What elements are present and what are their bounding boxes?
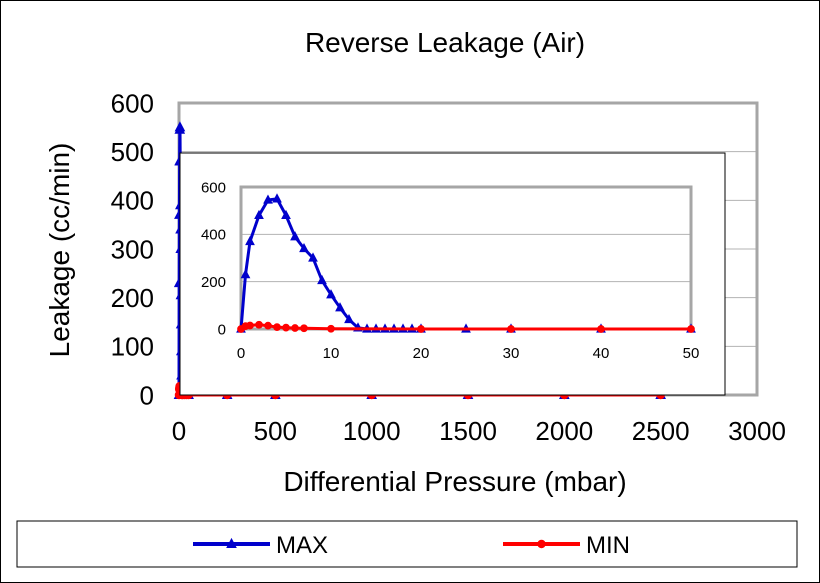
legend-marker — [537, 539, 546, 549]
data-point-max — [263, 194, 273, 204]
data-point-min — [327, 324, 335, 333]
data-point-max — [344, 313, 354, 324]
x-tick-label: 10 — [323, 345, 340, 362]
data-point-max — [174, 121, 186, 132]
inset-plot-area: 0 200 400 600 0 10 20 30 40 50 — [201, 179, 699, 362]
y-tick-label: 300 — [111, 234, 154, 264]
data-point-max — [245, 235, 255, 246]
data-point-min — [300, 324, 308, 333]
data-point-max — [317, 274, 327, 285]
x-tick-label: 30 — [503, 345, 520, 362]
y-tick-label: 100 — [111, 332, 154, 362]
legend-item-max: MAX — [193, 532, 328, 559]
x-axis-label: Differential Pressure (mbar) — [283, 466, 626, 497]
data-point-min — [291, 324, 299, 332]
legend: MAX MIN — [193, 532, 630, 559]
inset-chart-frame — [179, 152, 726, 396]
data-point-max — [272, 193, 282, 203]
legend-item-min: MIN — [503, 532, 630, 559]
x-tick-label: 20 — [413, 345, 430, 362]
data-point-min — [282, 323, 290, 332]
data-point-min — [255, 320, 263, 329]
y-tick-label: 200 — [201, 274, 226, 291]
chart-title: Reverse Leakage (Air) — [305, 27, 585, 58]
x-tick-label: 40 — [593, 345, 610, 362]
y-tick-label: 0 — [140, 380, 154, 410]
data-point-max — [335, 302, 345, 312]
data-point-max — [299, 242, 309, 253]
legend-box — [16, 520, 798, 568]
x-tick-label: 0 — [237, 345, 245, 362]
data-point-max — [326, 289, 336, 299]
data-point-max — [254, 209, 264, 220]
x-tick-label: 1000 — [343, 416, 401, 446]
data-point-min — [273, 323, 281, 331]
data-point-max — [308, 252, 318, 262]
legend-marker — [226, 537, 237, 548]
x-tick-label: 2000 — [535, 416, 593, 446]
y-tick-label: 600 — [201, 179, 226, 196]
data-point-min — [507, 325, 515, 333]
data-point-min — [687, 325, 695, 333]
x-tick-label: 0 — [172, 416, 186, 446]
legend-label: MIN — [586, 532, 630, 559]
y-axis-label: Leakage (cc/min) — [44, 143, 75, 358]
x-tick-label: 50 — [683, 345, 700, 362]
data-point-min — [597, 325, 605, 333]
x-tick-label: 1500 — [439, 416, 497, 446]
y-tick-label: 200 — [111, 283, 154, 313]
x-tick-label: 2500 — [632, 416, 690, 446]
x-tick-label: 3000 — [728, 416, 786, 446]
data-point-min — [246, 321, 254, 330]
data-point-max — [281, 209, 291, 220]
y-tick-label: 600 — [111, 88, 154, 118]
x-tick-label: 500 — [254, 416, 297, 446]
data-point-min — [264, 321, 272, 330]
y-tick-label: 400 — [201, 227, 226, 244]
y-tick-label: 500 — [111, 137, 154, 167]
y-tick-label: 0 — [218, 321, 226, 338]
data-point-max — [240, 268, 251, 279]
legend-label: MAX — [276, 532, 328, 559]
data-point-min — [417, 325, 425, 333]
y-tick-label: 400 — [111, 186, 154, 216]
data-point-max — [290, 231, 300, 241]
